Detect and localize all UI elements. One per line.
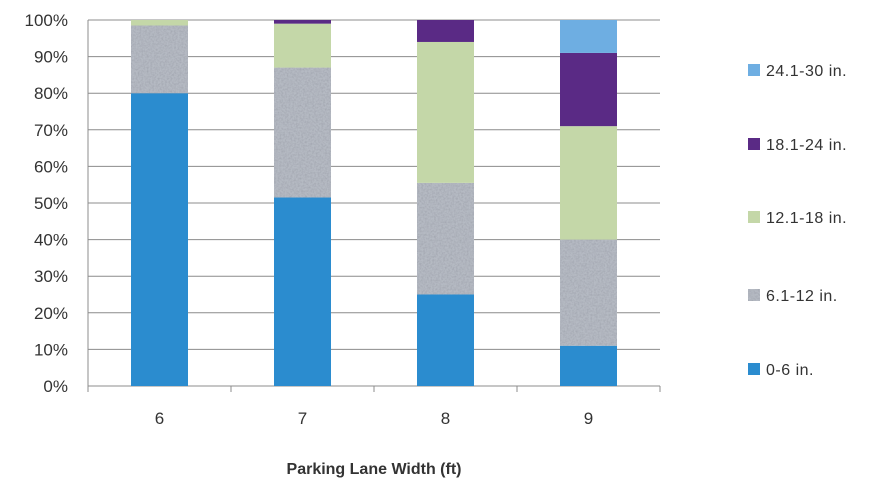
legend-swatch bbox=[748, 64, 760, 76]
legend-label: 0-6 in. bbox=[766, 362, 814, 379]
bar-segment bbox=[274, 23, 331, 68]
bar-segment bbox=[560, 126, 617, 240]
y-tick-label: 10% bbox=[34, 340, 68, 359]
bar-segment bbox=[417, 182, 474, 295]
bar-segment bbox=[417, 20, 474, 42]
y-tick-label: 90% bbox=[34, 48, 68, 67]
legend: 24.1-30 in. 18.1-24 in. 12.1-18 in. 6.1-12 … bbox=[748, 63, 847, 379]
y-tick-label: 50% bbox=[34, 194, 68, 213]
legend-swatch bbox=[748, 363, 760, 375]
bar-segment bbox=[560, 345, 617, 386]
bar-segment bbox=[417, 41, 474, 183]
bars bbox=[131, 20, 617, 386]
x-tick-label: 7 bbox=[298, 409, 307, 428]
x-tick-label: 9 bbox=[584, 409, 593, 428]
legend-swatch bbox=[748, 138, 760, 150]
legend-label: 6.1-12 in. bbox=[766, 288, 838, 305]
axis-labels: 0% 10% 20% 30% 40% 50% 60% 70% 80% 90% 100% 6 7 8 9 bbox=[25, 11, 594, 428]
bar-segment bbox=[560, 20, 617, 53]
legend-label: 12.1-18 in. bbox=[766, 210, 847, 227]
bar-segment bbox=[131, 25, 188, 94]
x-tick-label: 8 bbox=[441, 409, 450, 428]
bar-segment bbox=[274, 197, 331, 386]
legend-swatch bbox=[748, 289, 760, 301]
bar-segment bbox=[417, 294, 474, 386]
y-tick-label: 80% bbox=[34, 84, 68, 103]
bar-segment bbox=[131, 93, 188, 386]
x-axis-title: Parking Lane Width (ft) bbox=[287, 461, 462, 478]
y-tick-label: 30% bbox=[34, 267, 68, 286]
y-tick-label: 70% bbox=[34, 121, 68, 140]
bar-segment bbox=[560, 239, 617, 346]
legend-label: 24.1-30 in. bbox=[766, 63, 847, 80]
y-tick-label: 60% bbox=[34, 157, 68, 176]
y-tick-label: 40% bbox=[34, 231, 68, 250]
bar-segment bbox=[560, 52, 617, 127]
y-tick-label: 100% bbox=[25, 11, 68, 30]
y-tick-label: 20% bbox=[34, 304, 68, 323]
bar-segment bbox=[274, 67, 331, 198]
bar-segment bbox=[274, 20, 331, 24]
legend-label: 18.1-24 in. bbox=[766, 137, 847, 154]
x-tick-label: 6 bbox=[155, 409, 164, 428]
y-tick-label: 0% bbox=[43, 377, 68, 396]
legend-swatch bbox=[748, 211, 760, 223]
bar-segment bbox=[131, 20, 188, 26]
